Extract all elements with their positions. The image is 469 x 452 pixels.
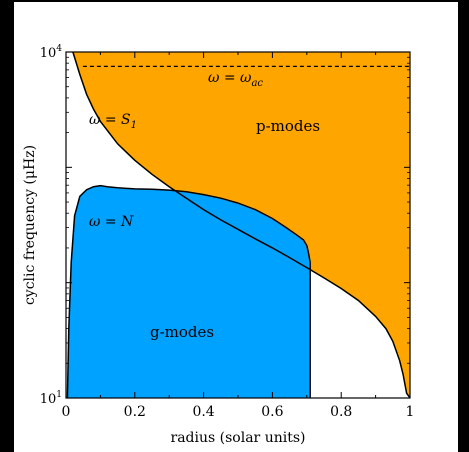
lamb-frequency-line — [72, 51, 411, 399]
x-tick-labels: 0 0.2 0.4 0.6 0.8 1 — [62, 404, 415, 420]
y-tick-label: 101 — [40, 390, 62, 407]
brunt-annotation-main: ω = N — [89, 214, 134, 230]
left-side-strip — [0, 0, 14, 452]
x-tick-label: 0.2 — [124, 404, 146, 420]
p-modes-label: p-modes — [256, 117, 320, 135]
brunt-annotation: ω = N — [89, 214, 134, 230]
axis-ticks — [65, 51, 411, 399]
lamb-annotation-main: ω = S — [89, 112, 131, 128]
y-axis-label: cyclic frequency (μHz) — [22, 145, 38, 305]
g-mode-region — [66, 185, 311, 398]
cutoff-annotation-sub: ac — [251, 78, 263, 89]
lamb-annotation: ω = S1 — [89, 112, 137, 131]
y-tick-exponent: 4 — [56, 44, 62, 54]
cutoff-annotation-main: ω = ω — [208, 70, 252, 86]
lamb-annotation-sub: 1 — [131, 120, 137, 131]
y-tick-label: 104 — [40, 44, 63, 61]
x-tick-label: 0.4 — [192, 404, 214, 420]
x-tick-label: 0.6 — [261, 404, 283, 420]
y-tick-base: 10 — [40, 46, 57, 61]
y-tick-exponent: 1 — [56, 390, 62, 400]
brunt-vaisala-line — [66, 184, 311, 399]
cutoff-annotation: ω = ωac — [208, 70, 263, 89]
x-tick-label: 0.8 — [330, 404, 352, 420]
x-axis-label: radius (solar units) — [171, 430, 306, 446]
g-modes-label: g-modes — [150, 323, 214, 341]
y-tick-base: 10 — [40, 392, 57, 407]
x-tick-label: 0 — [62, 404, 71, 420]
x-tick-label: 1 — [406, 404, 415, 420]
